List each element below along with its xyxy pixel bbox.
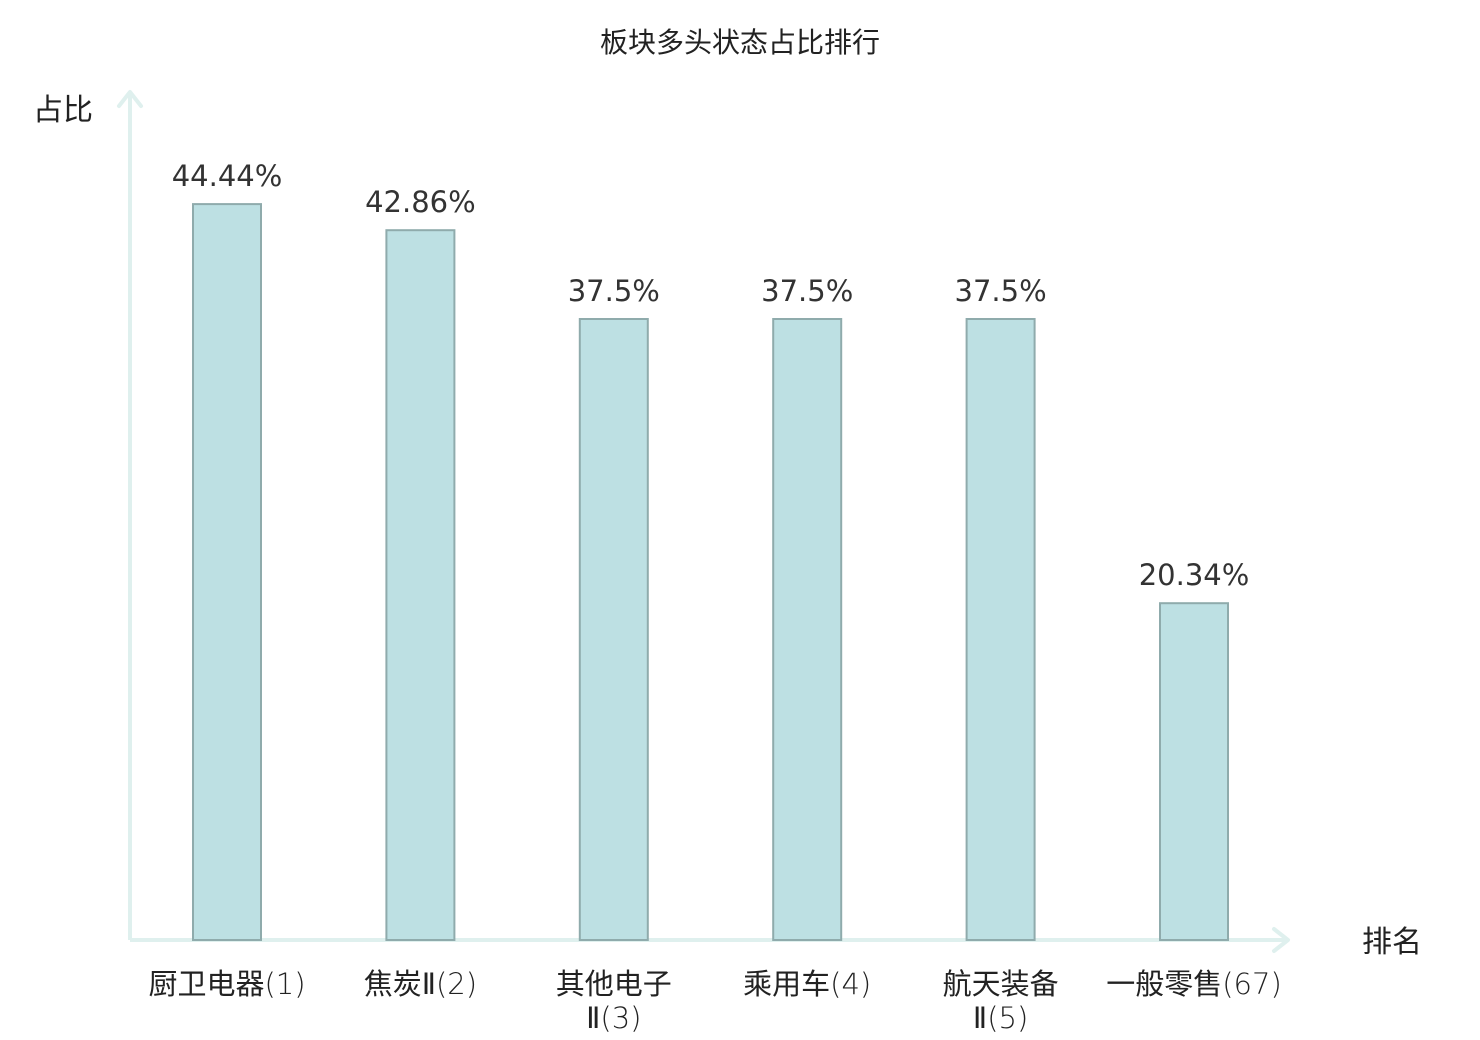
x-axis-arrow [1272, 927, 1290, 953]
y-axis-title: 占比 [33, 93, 93, 128]
data-label: 42.86% [365, 185, 476, 219]
y-axis-arrow [117, 90, 143, 108]
axes [117, 90, 1290, 953]
category-labels-group: 厨卫电器(1) 焦炭Ⅱ(2) 其他电子 Ⅱ(3) 乘用车(4) 航天装备 Ⅱ(5) 一般零售(… [148, 967, 1281, 1035]
value-labels-group: 44.44% 42.86% 37.5% 37.5% 37.5% 20.34% [172, 159, 1250, 592]
category-label: 一般零售(67) [1106, 967, 1282, 1001]
category-label: 焦炭Ⅱ(2) [364, 967, 477, 1001]
bar [1159, 602, 1229, 941]
data-label: 20.34% [1139, 558, 1250, 592]
bars-group [192, 203, 1229, 942]
bar [772, 318, 843, 941]
category-label: 其他电子 Ⅱ(3) [556, 967, 672, 1035]
x-axis-title: 排名 [1362, 925, 1422, 960]
data-label: 37.5% [568, 274, 660, 308]
data-label: 37.5% [955, 274, 1047, 308]
category-label: 航天装备 Ⅱ(5) [943, 967, 1059, 1035]
data-label: 44.44% [172, 159, 283, 193]
bar [385, 229, 456, 941]
data-label: 37.5% [761, 274, 853, 308]
category-label: 乘用车(4) [743, 967, 871, 1001]
category-label: 厨卫电器(1) [148, 967, 305, 1001]
bar [965, 318, 1036, 941]
chart-title: 板块多头状态占比排行 [600, 26, 880, 59]
bar [578, 318, 649, 941]
bar [192, 203, 262, 942]
